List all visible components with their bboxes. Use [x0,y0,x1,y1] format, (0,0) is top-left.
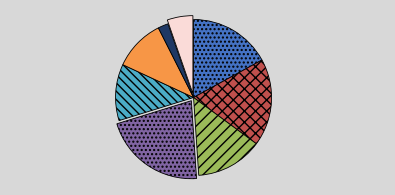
Wedge shape [158,24,194,98]
Wedge shape [123,28,194,98]
Wedge shape [116,65,194,121]
Wedge shape [194,20,262,98]
Wedge shape [117,101,197,179]
Wedge shape [167,16,193,94]
Wedge shape [194,98,256,175]
Wedge shape [194,60,271,144]
